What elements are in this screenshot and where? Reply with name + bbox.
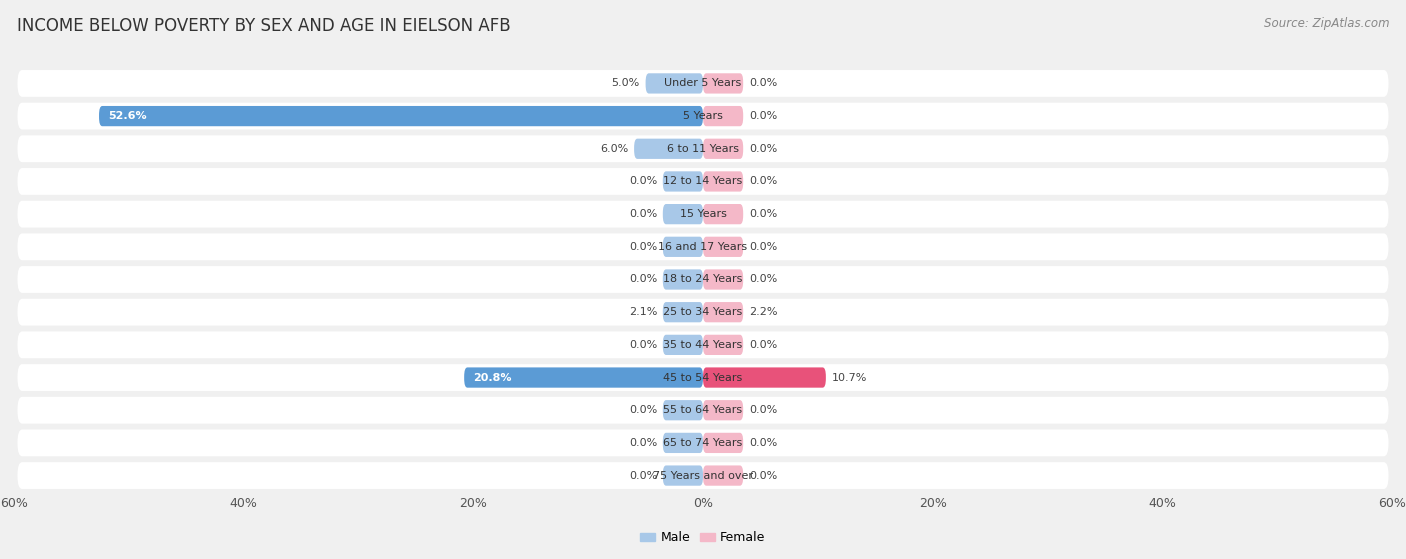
FancyBboxPatch shape <box>703 466 744 486</box>
FancyBboxPatch shape <box>17 234 1389 260</box>
FancyBboxPatch shape <box>17 462 1389 489</box>
FancyBboxPatch shape <box>703 367 825 388</box>
FancyBboxPatch shape <box>17 364 1389 391</box>
Text: 20.8%: 20.8% <box>474 372 512 382</box>
Text: 0.0%: 0.0% <box>628 438 657 448</box>
Text: 0.0%: 0.0% <box>749 274 778 285</box>
Text: 0.0%: 0.0% <box>749 405 778 415</box>
FancyBboxPatch shape <box>98 106 703 126</box>
Text: 0.0%: 0.0% <box>749 340 778 350</box>
Text: 0.0%: 0.0% <box>628 405 657 415</box>
Text: 0.0%: 0.0% <box>749 78 778 88</box>
Text: 0.0%: 0.0% <box>628 471 657 481</box>
FancyBboxPatch shape <box>662 204 703 224</box>
FancyBboxPatch shape <box>662 400 703 420</box>
FancyBboxPatch shape <box>662 269 703 290</box>
FancyBboxPatch shape <box>703 302 744 323</box>
Text: 55 to 64 Years: 55 to 64 Years <box>664 405 742 415</box>
FancyBboxPatch shape <box>703 433 744 453</box>
Text: 0.0%: 0.0% <box>749 242 778 252</box>
Text: 0.0%: 0.0% <box>628 242 657 252</box>
FancyBboxPatch shape <box>703 269 744 290</box>
Text: 6 to 11 Years: 6 to 11 Years <box>666 144 740 154</box>
Text: 75 Years and over: 75 Years and over <box>652 471 754 481</box>
FancyBboxPatch shape <box>703 204 744 224</box>
FancyBboxPatch shape <box>662 302 703 323</box>
FancyBboxPatch shape <box>634 139 703 159</box>
Text: Under 5 Years: Under 5 Years <box>665 78 741 88</box>
FancyBboxPatch shape <box>662 335 703 355</box>
Text: 52.6%: 52.6% <box>108 111 146 121</box>
FancyBboxPatch shape <box>17 201 1389 228</box>
FancyBboxPatch shape <box>17 299 1389 325</box>
Text: 35 to 44 Years: 35 to 44 Years <box>664 340 742 350</box>
FancyBboxPatch shape <box>17 429 1389 456</box>
FancyBboxPatch shape <box>17 266 1389 293</box>
Text: 0.0%: 0.0% <box>749 438 778 448</box>
Text: 0.0%: 0.0% <box>749 144 778 154</box>
Legend: Male, Female: Male, Female <box>636 527 770 549</box>
Text: 0.0%: 0.0% <box>749 471 778 481</box>
FancyBboxPatch shape <box>703 139 744 159</box>
Text: 0.0%: 0.0% <box>749 209 778 219</box>
Text: Source: ZipAtlas.com: Source: ZipAtlas.com <box>1264 17 1389 30</box>
Text: 18 to 24 Years: 18 to 24 Years <box>664 274 742 285</box>
Text: 12 to 14 Years: 12 to 14 Years <box>664 177 742 187</box>
FancyBboxPatch shape <box>662 171 703 192</box>
Text: 15 Years: 15 Years <box>679 209 727 219</box>
FancyBboxPatch shape <box>703 400 744 420</box>
FancyBboxPatch shape <box>17 103 1389 130</box>
Text: 25 to 34 Years: 25 to 34 Years <box>664 307 742 317</box>
Text: 45 to 54 Years: 45 to 54 Years <box>664 372 742 382</box>
Text: 2.1%: 2.1% <box>628 307 657 317</box>
FancyBboxPatch shape <box>464 367 703 388</box>
Text: 6.0%: 6.0% <box>600 144 628 154</box>
Text: 0.0%: 0.0% <box>628 209 657 219</box>
FancyBboxPatch shape <box>703 73 744 93</box>
FancyBboxPatch shape <box>645 73 703 93</box>
Text: 0.0%: 0.0% <box>749 111 778 121</box>
Text: 10.7%: 10.7% <box>831 372 868 382</box>
FancyBboxPatch shape <box>17 135 1389 162</box>
FancyBboxPatch shape <box>17 168 1389 195</box>
Text: 5.0%: 5.0% <box>612 78 640 88</box>
Text: 0.0%: 0.0% <box>628 274 657 285</box>
FancyBboxPatch shape <box>703 171 744 192</box>
Text: 0.0%: 0.0% <box>628 177 657 187</box>
FancyBboxPatch shape <box>662 433 703 453</box>
Text: 0.0%: 0.0% <box>628 340 657 350</box>
Text: INCOME BELOW POVERTY BY SEX AND AGE IN EIELSON AFB: INCOME BELOW POVERTY BY SEX AND AGE IN E… <box>17 17 510 35</box>
Text: 16 and 17 Years: 16 and 17 Years <box>658 242 748 252</box>
Text: 65 to 74 Years: 65 to 74 Years <box>664 438 742 448</box>
FancyBboxPatch shape <box>703 236 744 257</box>
FancyBboxPatch shape <box>17 331 1389 358</box>
FancyBboxPatch shape <box>703 335 744 355</box>
FancyBboxPatch shape <box>662 236 703 257</box>
Text: 2.2%: 2.2% <box>749 307 778 317</box>
FancyBboxPatch shape <box>17 70 1389 97</box>
FancyBboxPatch shape <box>17 397 1389 424</box>
FancyBboxPatch shape <box>662 466 703 486</box>
Text: 5 Years: 5 Years <box>683 111 723 121</box>
Text: 0.0%: 0.0% <box>749 177 778 187</box>
FancyBboxPatch shape <box>703 106 744 126</box>
